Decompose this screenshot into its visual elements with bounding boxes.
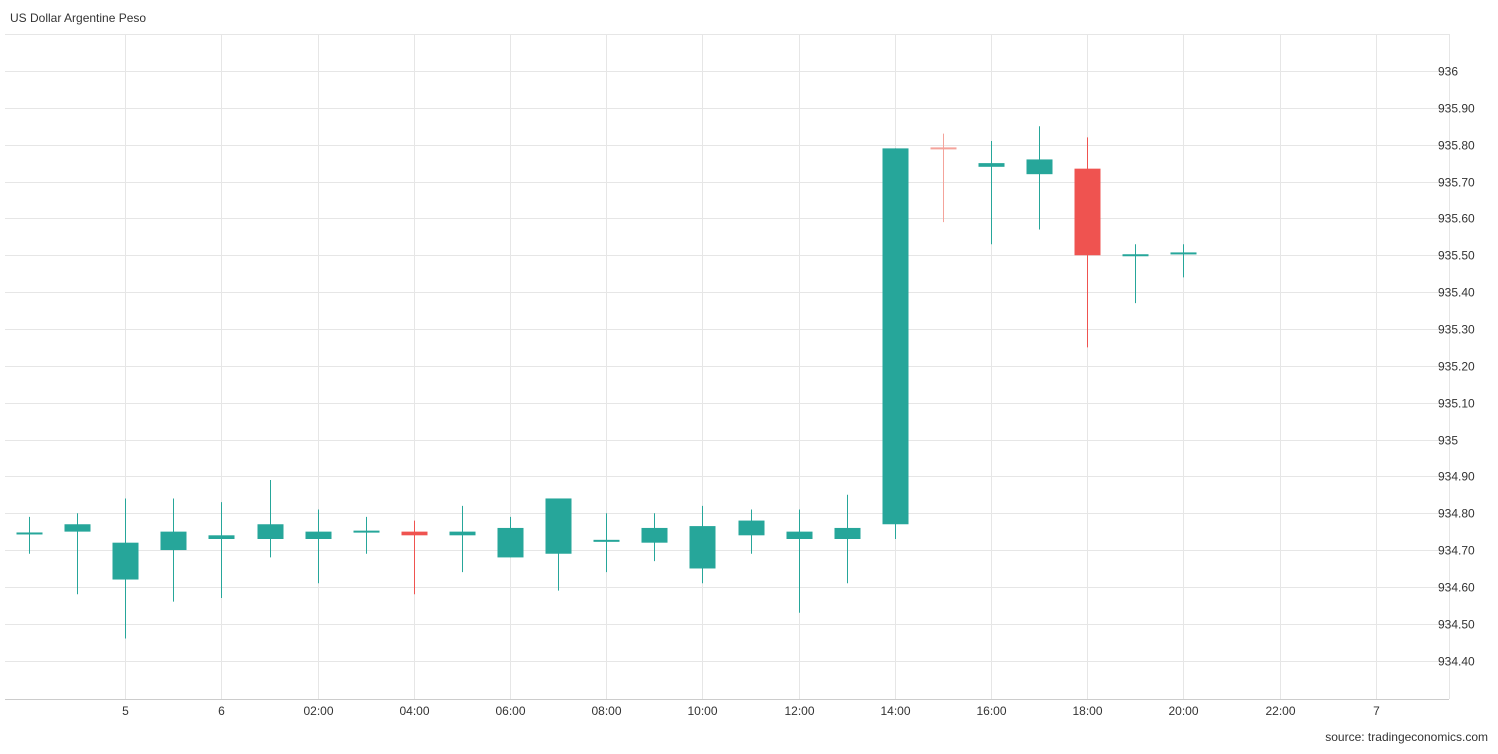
y-tick-label: 935	[1438, 434, 1458, 448]
x-tick-label: 12:00	[784, 704, 814, 718]
candle-body	[257, 524, 284, 539]
candle	[738, 509, 765, 554]
candle	[305, 509, 332, 584]
candle	[1026, 126, 1053, 230]
x-tick-label: 20:00	[1168, 704, 1198, 718]
candle	[112, 498, 139, 639]
candle-body	[112, 542, 139, 580]
candle-body	[978, 163, 1005, 167]
candle-body	[16, 532, 43, 535]
candle	[1170, 244, 1197, 278]
candle	[449, 505, 476, 573]
x-tick-label: 04:00	[399, 704, 429, 718]
x-tick-label: 10:00	[687, 704, 717, 718]
y-tick-label: 934.40	[1438, 655, 1475, 669]
candle-body	[882, 148, 909, 525]
x-tick-label: 16:00	[976, 704, 1006, 718]
candle	[882, 148, 909, 539]
candle-body	[930, 147, 957, 150]
x-tick-label: 02:00	[303, 704, 333, 718]
source-credit: source: tradingeconomics.com	[1325, 730, 1488, 744]
y-tick-label: 934.60	[1438, 581, 1475, 595]
y-tick-label: 935.10	[1438, 397, 1475, 411]
candle-layer	[16, 126, 1197, 639]
candle-body	[689, 526, 716, 569]
candle	[353, 516, 380, 554]
candle-body	[786, 531, 813, 539]
grid-layer	[5, 34, 1450, 700]
candle	[593, 513, 620, 573]
chart-title: US Dollar Argentine Peso	[10, 11, 147, 25]
candle-body	[1170, 252, 1197, 255]
candle-body	[834, 527, 861, 539]
candle	[16, 516, 43, 554]
x-tick-label: 06:00	[495, 704, 525, 718]
y-tick-label: 935.30	[1438, 323, 1475, 337]
y-tick-label: 934.80	[1438, 507, 1475, 521]
candle-body	[1074, 168, 1101, 256]
y-tick-label: 934.90	[1438, 470, 1475, 484]
x-tick-label: 22:00	[1265, 704, 1295, 718]
y-tick-label: 936	[1438, 65, 1458, 79]
y-tick-label: 934.50	[1438, 618, 1475, 632]
candle-body	[208, 535, 235, 539]
candle-body	[305, 531, 332, 539]
candle	[257, 480, 284, 558]
x-tick-label: 14:00	[880, 704, 910, 718]
candle-body	[738, 520, 765, 536]
candle	[930, 133, 957, 223]
x-tick-label: 18:00	[1072, 704, 1102, 718]
y-tick-label: 935.80	[1438, 139, 1475, 153]
candle-body	[497, 527, 524, 558]
candle-body	[449, 531, 476, 536]
candle-body	[1026, 159, 1053, 175]
x-tick-label: 6	[218, 704, 225, 718]
candle	[1122, 244, 1149, 304]
y-tick-label: 935.20	[1438, 360, 1475, 374]
candle	[208, 502, 235, 598]
candle	[545, 498, 572, 591]
y-tick-label: 935.90	[1438, 102, 1475, 116]
candle-body	[1122, 254, 1149, 257]
candle	[401, 520, 428, 595]
y-tick-label: 934.70	[1438, 544, 1475, 558]
candle-body	[641, 527, 668, 543]
y-tick-label: 935.60	[1438, 212, 1475, 226]
candle-body	[353, 530, 380, 533]
candle	[497, 516, 524, 558]
candle	[834, 494, 861, 584]
candle-body	[160, 531, 187, 551]
x-tick-label: 08:00	[591, 704, 621, 718]
candle	[641, 513, 668, 562]
candle-body	[401, 531, 428, 536]
candle-body	[64, 524, 91, 532]
candle	[786, 509, 813, 613]
candle	[1074, 137, 1101, 348]
candle	[689, 505, 716, 584]
candle	[160, 498, 187, 602]
y-tick-label: 935.40	[1438, 286, 1475, 300]
y-tick-label: 935.70	[1438, 176, 1475, 190]
y-tick-label: 935.50	[1438, 249, 1475, 263]
axis-layer: 934.40 934.50 934.60 934.70 934.80 934.90 935 9…	[122, 65, 1475, 719]
candle	[64, 513, 91, 595]
candle-body	[593, 539, 620, 542]
candle-body	[545, 498, 572, 554]
x-tick-label: 7	[1373, 704, 1380, 718]
x-tick-label: 5	[122, 704, 129, 718]
candle	[978, 141, 1005, 245]
